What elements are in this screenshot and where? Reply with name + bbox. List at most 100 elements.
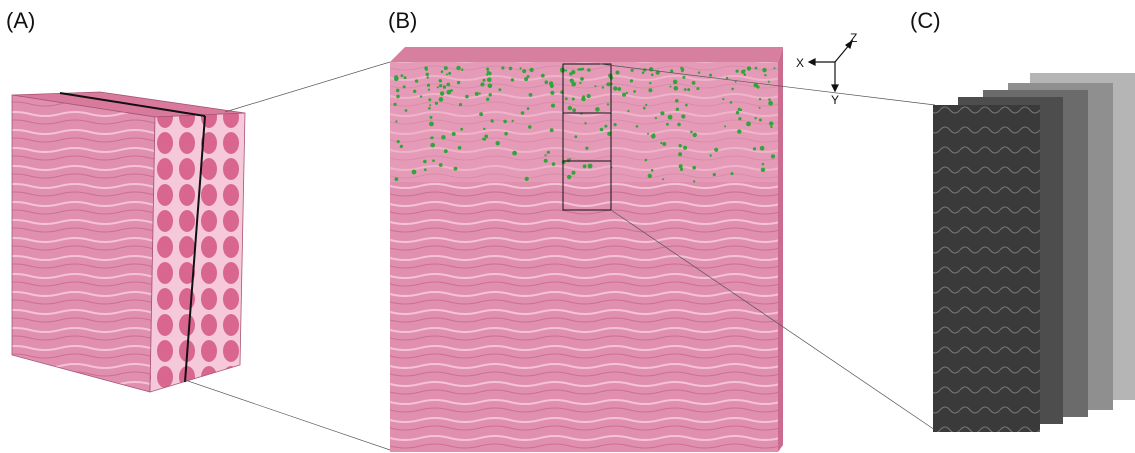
- marker-dot: [648, 88, 652, 92]
- marker-dot: [567, 175, 571, 179]
- marker-dot: [572, 108, 576, 112]
- marker-dot: [452, 132, 456, 136]
- marker-dot: [475, 92, 479, 96]
- marker-dot: [678, 152, 682, 156]
- marker-dot: [736, 111, 739, 114]
- image-stack: [933, 73, 1135, 432]
- marker-dot: [692, 166, 696, 170]
- marker-dot: [525, 177, 529, 181]
- marker-dot: [674, 86, 679, 91]
- marker-dot: [397, 140, 400, 143]
- marker-dot: [768, 98, 771, 101]
- marker-dot: [403, 85, 406, 88]
- marker-dot: [616, 71, 620, 75]
- marker-dot: [679, 164, 683, 168]
- marker-dot: [428, 98, 431, 101]
- marker-dot: [431, 136, 434, 139]
- marker-dot: [651, 73, 654, 76]
- marker-dot: [512, 120, 514, 122]
- marker-dot: [428, 89, 430, 91]
- marker-dot: [569, 158, 571, 160]
- marker-dot: [439, 84, 442, 87]
- marker-dot: [430, 116, 433, 119]
- marker-dot: [626, 92, 628, 94]
- marker-dot: [459, 103, 462, 106]
- marker-dot: [488, 72, 491, 75]
- marker-dot: [528, 125, 532, 129]
- marker-dot: [585, 147, 588, 150]
- marker-dot: [651, 169, 654, 172]
- marker-dot: [651, 134, 656, 139]
- marker-dot: [456, 66, 460, 70]
- marker-dot: [668, 115, 673, 120]
- marker-dot: [675, 99, 679, 103]
- marker-dot: [696, 87, 699, 90]
- marker-dot: [614, 123, 617, 126]
- marker-dot: [550, 84, 554, 88]
- marker-dot: [487, 78, 492, 83]
- marker-dot: [587, 94, 591, 98]
- marker-dot: [753, 147, 756, 150]
- marker-dot: [648, 174, 652, 178]
- marker-dot: [529, 68, 533, 72]
- marker-dot: [504, 132, 508, 136]
- axis-label: Z: [850, 31, 857, 45]
- marker-dot: [692, 81, 696, 85]
- marker-dot: [582, 98, 586, 102]
- marker-dot: [486, 68, 489, 71]
- zoom-line: [225, 62, 390, 112]
- marker-dot: [425, 68, 428, 71]
- marker-dot: [511, 78, 514, 81]
- marker-dot: [645, 159, 648, 162]
- marker-dot: [541, 74, 545, 78]
- marker-dot: [446, 73, 448, 75]
- marker-dot: [465, 95, 469, 99]
- marker-dot: [683, 146, 687, 150]
- marker-dot: [670, 69, 673, 72]
- marker-dot: [726, 77, 728, 79]
- marker-dot: [764, 74, 766, 76]
- marker-dot: [441, 70, 444, 73]
- marker-dot: [737, 129, 741, 133]
- marker-dot: [582, 95, 585, 98]
- marker-dot: [405, 109, 408, 112]
- marker-dot: [395, 120, 397, 122]
- marker-dot: [655, 117, 657, 119]
- marker-dot: [685, 104, 688, 107]
- marker-dot: [627, 110, 629, 112]
- marker-dot: [579, 82, 581, 84]
- marker-dot: [428, 107, 431, 110]
- axes-glyph: [809, 41, 852, 91]
- marker-dot: [545, 80, 549, 84]
- marker-dot: [489, 93, 492, 96]
- marker-dot: [527, 75, 530, 78]
- marker-dot: [762, 68, 766, 72]
- marker-dot: [545, 154, 547, 156]
- marker-dot: [744, 73, 747, 76]
- marker-dot: [520, 67, 522, 69]
- marker-dot: [662, 142, 666, 146]
- marker-dot: [486, 73, 488, 75]
- marker-dot: [486, 98, 489, 101]
- marker-dot: [677, 123, 681, 127]
- marker-dot: [747, 66, 751, 70]
- marker-dot: [503, 120, 507, 124]
- marker-dot: [770, 126, 772, 128]
- marker-dot: [676, 108, 679, 111]
- panel-label: (A): [6, 8, 35, 33]
- marker-dot: [429, 104, 431, 106]
- marker-dot: [527, 107, 530, 110]
- marker-dot: [643, 107, 646, 110]
- marker-dot: [437, 86, 439, 88]
- marker-dot: [483, 128, 485, 130]
- marker-dot: [681, 114, 685, 118]
- axis-label: X: [796, 56, 804, 70]
- marker-dot: [771, 154, 775, 158]
- axis-label: Y: [831, 93, 839, 107]
- marker-dot: [441, 135, 445, 139]
- marker-dot: [759, 107, 761, 109]
- marker-dot: [709, 74, 712, 77]
- marker-dot: [754, 117, 756, 119]
- marker-dot: [622, 93, 626, 97]
- marker-dot: [759, 98, 761, 100]
